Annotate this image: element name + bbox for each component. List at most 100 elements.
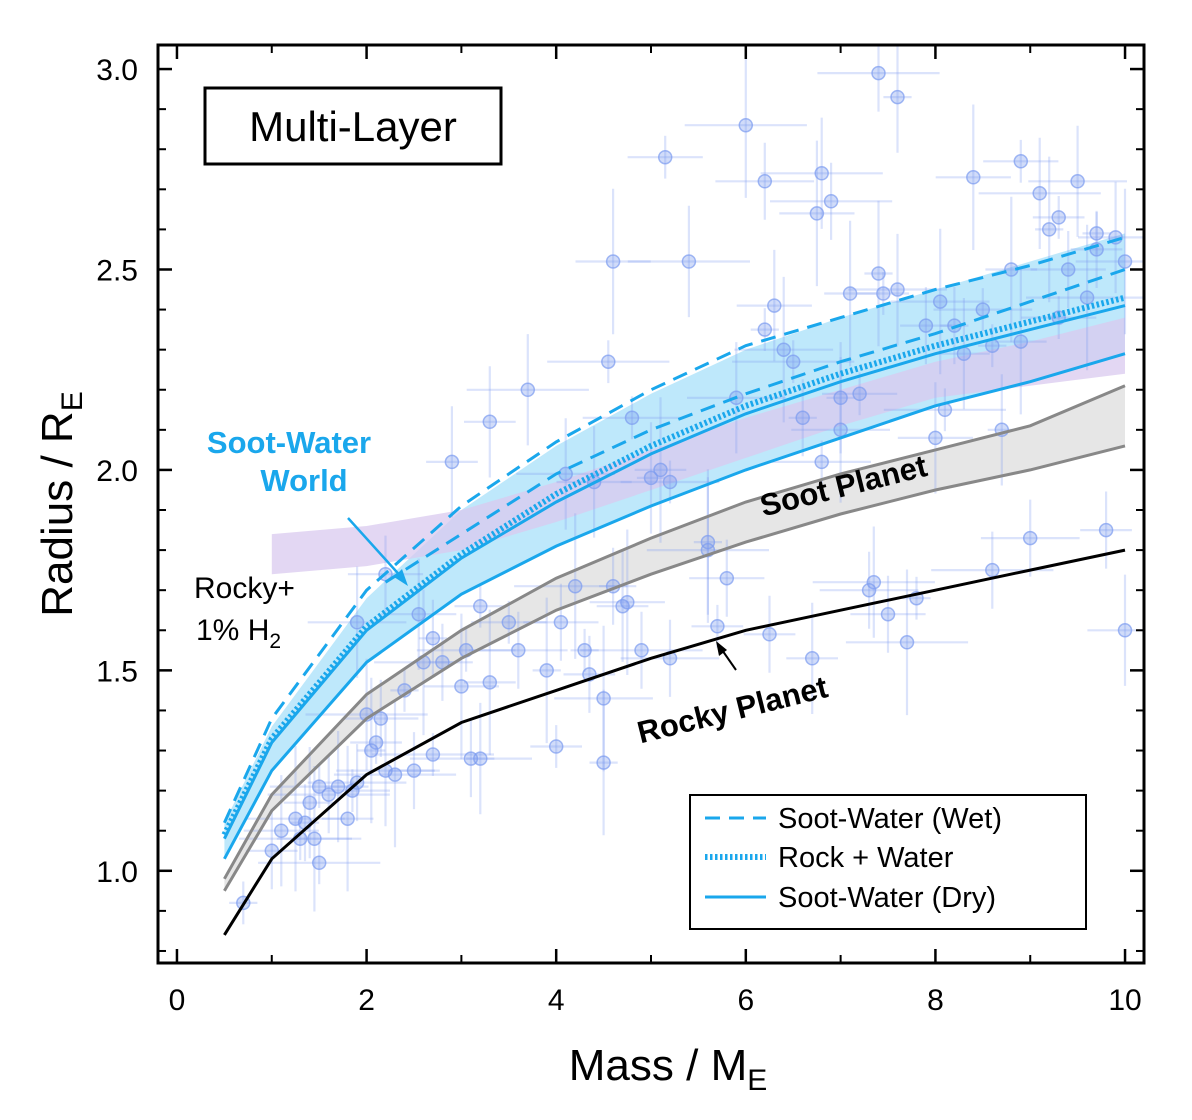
data-point	[575, 188, 651, 335]
data-point	[343, 679, 419, 757]
y-axis-title-sub: E	[56, 391, 89, 411]
y-tick-label: 1.0	[96, 856, 138, 889]
y-tick-label: 1.5	[96, 655, 138, 688]
data-point	[788, 379, 817, 457]
data-point	[817, 45, 940, 112]
data-point	[620, 460, 720, 504]
data-point	[314, 769, 390, 812]
data-point	[750, 308, 779, 351]
x-axis-title: Mass / ME	[569, 1041, 767, 1097]
series-line-2	[221, 294, 1126, 837]
data-point	[864, 200, 893, 347]
data-point	[258, 841, 381, 885]
series-line-0	[223, 235, 1126, 824]
data-point	[1028, 125, 1127, 237]
data-point	[636, 422, 666, 534]
data-point	[464, 609, 516, 756]
legend-label-wet: Soot-Water (Wet)	[778, 803, 1002, 835]
data-point	[743, 595, 796, 673]
x-tick-label: 6	[737, 984, 754, 1017]
series-line-6	[223, 444, 1126, 892]
data-point	[426, 406, 478, 518]
data-point	[890, 228, 990, 375]
title-box	[203, 86, 503, 166]
data-point	[933, 288, 1033, 331]
data-point	[845, 569, 969, 716]
data-point	[736, 249, 812, 362]
data-point	[381, 558, 457, 670]
data-point	[822, 372, 898, 416]
data-point	[760, 117, 883, 229]
chart-title: Multi-Layer	[249, 103, 457, 150]
data-point	[466, 334, 589, 446]
data-point	[468, 611, 568, 689]
y-tick-label: 3.0	[96, 54, 138, 87]
soot-water-world-line1: Soot-Water	[207, 425, 371, 460]
data-point	[627, 135, 703, 179]
data-point	[307, 566, 407, 678]
rocky-planet-arrowhead	[716, 641, 727, 656]
data-point	[1082, 212, 1111, 255]
series-line-4	[223, 352, 1126, 860]
y-tick-label: 2.0	[96, 455, 138, 488]
soot-water-world-arrowhead	[394, 569, 408, 586]
data-point	[931, 531, 1054, 609]
data-point	[770, 162, 893, 240]
data-point	[1075, 188, 1144, 335]
data-point	[940, 287, 969, 365]
series-line-1	[384, 268, 1126, 584]
data-point	[1080, 491, 1132, 569]
series-line-7	[223, 548, 1126, 936]
data-point	[819, 551, 919, 629]
x-tick-label: 10	[1108, 984, 1141, 1017]
data-point	[935, 104, 1011, 250]
data-point	[850, 575, 926, 653]
data-point	[634, 397, 687, 543]
data-point	[333, 701, 457, 848]
data-point	[779, 140, 855, 287]
data-point	[388, 732, 440, 810]
data-point	[423, 613, 499, 760]
data-point	[983, 139, 1059, 183]
data-point	[371, 733, 494, 776]
data-point	[715, 142, 815, 220]
data-point	[243, 775, 319, 887]
data-point	[283, 747, 336, 859]
data-point	[589, 689, 618, 836]
rocky-h2-label: Rocky+ 1% H2	[194, 572, 295, 653]
data-point	[570, 628, 599, 672]
legend: Soot-Water (Wet) Rock + Water Soot-Water…	[689, 794, 1087, 930]
series-line-3	[223, 304, 1126, 840]
data-point	[772, 440, 871, 484]
data-point	[627, 205, 750, 318]
rocky-h2-line2: 1% H	[196, 614, 269, 647]
data-point	[1087, 574, 1144, 686]
data-point	[547, 340, 670, 384]
points-layer	[229, 45, 1144, 925]
data-point	[734, 276, 834, 423]
data-point	[812, 526, 935, 638]
x-tick-label: 2	[358, 984, 375, 1017]
data-point	[883, 45, 912, 153]
data-point	[464, 366, 516, 478]
data-point	[691, 604, 744, 648]
y-axis-title: Radius / RE	[33, 391, 89, 616]
soot-water-world-label: Soot-Water World	[207, 425, 371, 498]
x-tick-label: 8	[927, 984, 944, 1017]
legend-label-rock-water: Rock + Water	[778, 842, 954, 874]
band-2	[271, 317, 1125, 575]
data-point	[978, 137, 1101, 249]
data-point	[732, 340, 855, 384]
data-point	[689, 539, 765, 617]
rocky-h2-line1: Rocky+	[194, 572, 295, 605]
band-1	[224, 385, 1125, 891]
data-point	[321, 745, 374, 892]
bands-layer	[224, 233, 1125, 891]
soot-water-world-arrow	[347, 517, 405, 581]
data-point	[1032, 196, 1085, 239]
data-point	[980, 499, 1080, 577]
data-point	[857, 272, 910, 315]
data-point	[646, 477, 769, 623]
data-point	[1030, 231, 1106, 308]
